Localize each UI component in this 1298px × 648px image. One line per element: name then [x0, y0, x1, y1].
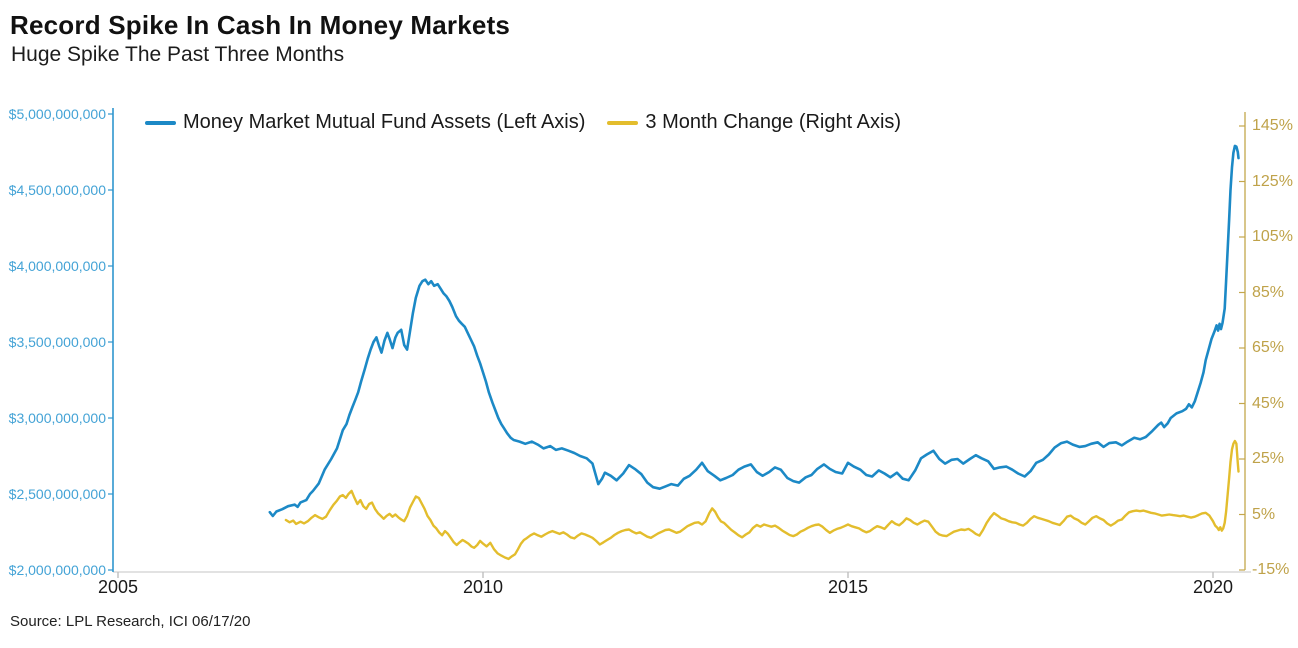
change-line-swatch: [607, 120, 639, 125]
legend-item-assets: Money Market Mutual Fund Assets (Left Ax…: [145, 111, 585, 134]
page-subtitle: Huge Spike The Past Three Months: [11, 43, 345, 66]
legend-item-change: 3 Month Change (Right Axis): [607, 111, 901, 134]
legend-label-assets: Money Market Mutual Fund Assets (Left Ax…: [183, 111, 586, 133]
legend-label-change: 3 Month Change (Right Axis): [645, 111, 902, 133]
page-title: Record Spike In Cash In Money Markets: [10, 10, 511, 40]
assets-line-series: [268, 144, 1240, 518]
assets-line-swatch: [145, 120, 176, 125]
change-line-series: [284, 439, 1240, 561]
source-note: Source: LPL Research, ICI 06/17/20: [10, 613, 251, 630]
legend: Money Market Mutual Fund Assets (Left Ax…: [145, 111, 901, 134]
